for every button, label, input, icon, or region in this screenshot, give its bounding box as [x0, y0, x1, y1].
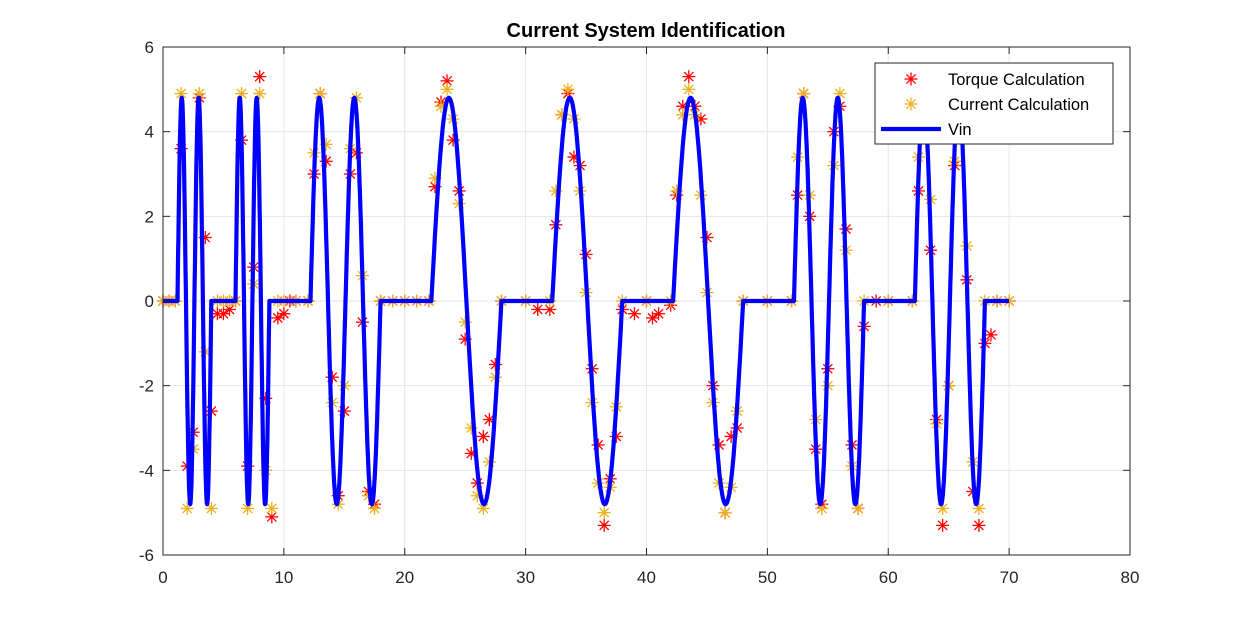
data-point: [627, 307, 641, 321]
legend-item: Vin: [881, 121, 972, 139]
data-point: [797, 87, 811, 101]
y-tick-label: 0: [145, 292, 154, 311]
data-point: [531, 302, 545, 316]
tick-labels: 0 10 20 30 40 50 60 70 80 -6 -4 -2 0 2 4 6: [139, 38, 1140, 587]
data-point: [597, 518, 611, 532]
data-point: [277, 307, 291, 321]
chart-title: Current System Identification: [507, 20, 786, 42]
legend-marker: [904, 97, 918, 111]
x-tick-label: 0: [158, 568, 167, 587]
legend-marker: [904, 72, 918, 86]
data-point: [984, 328, 998, 342]
y-tick-label: -4: [139, 461, 154, 480]
data-point: [253, 70, 267, 84]
y-tick-label: 6: [145, 38, 154, 57]
y-tick-label: 2: [145, 207, 154, 226]
data-point: [476, 429, 490, 443]
x-tick-label: 80: [1121, 568, 1140, 587]
x-tick-label: 10: [274, 568, 293, 587]
data-point: [192, 87, 206, 101]
legend-label: Current Calculation: [948, 96, 1089, 114]
data-point: [936, 518, 950, 532]
data-point: [476, 501, 490, 515]
data-point: [265, 501, 279, 515]
legend: Torque Calculation Current Calculation Vin: [874, 62, 1114, 145]
data-point: [682, 82, 696, 96]
data-point: [652, 307, 666, 321]
series-layer: [156, 70, 1016, 532]
y-tick-label: -2: [139, 377, 154, 396]
legend-item: Torque Calculation: [904, 71, 1085, 89]
y-tick-label: -6: [139, 546, 154, 565]
data-point: [597, 506, 611, 520]
data-point: [222, 302, 236, 316]
data-point: [682, 70, 696, 84]
legend-label: Torque Calculation: [948, 71, 1085, 89]
data-point: [440, 82, 454, 96]
x-tick-label: 20: [395, 568, 414, 587]
data-point: [972, 501, 986, 515]
x-tick-label: 40: [637, 568, 656, 587]
legend-item: Current Calculation: [904, 96, 1089, 114]
x-tick-label: 70: [1000, 568, 1019, 587]
series-vin-line: [163, 95, 1010, 507]
axes: [162, 46, 1131, 556]
x-tick-label: 60: [879, 568, 898, 587]
data-point: [972, 518, 986, 532]
y-tick-label: 4: [145, 123, 154, 142]
x-tick-label: 50: [758, 568, 777, 587]
legend-label: Vin: [948, 121, 972, 139]
x-tick-label: 30: [516, 568, 535, 587]
data-point: [718, 506, 732, 520]
data-point: [561, 82, 575, 96]
